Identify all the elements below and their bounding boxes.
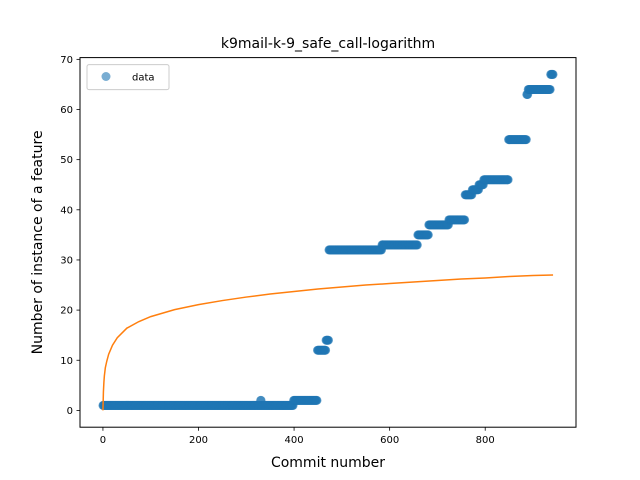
legend-marker-data xyxy=(101,72,111,81)
legend-label-data: data xyxy=(132,73,155,84)
axes-frame xyxy=(79,57,577,428)
y-axis-title: Number of instance of a feature xyxy=(30,130,46,354)
data-point xyxy=(312,395,322,405)
legend: data xyxy=(86,64,170,91)
data-point xyxy=(412,240,422,250)
data-point xyxy=(503,175,513,185)
y-tick-label: 20 xyxy=(60,306,73,317)
data-point xyxy=(423,230,433,240)
x-tick-label: 400 xyxy=(285,435,304,446)
y-tick-label: 10 xyxy=(60,356,73,367)
chart-title: k9mail-k-9_safe_call-logarithm xyxy=(221,36,435,52)
y-tick-label: 0 xyxy=(67,406,73,417)
data-series xyxy=(98,69,558,410)
x-tick-label: 200 xyxy=(189,435,208,446)
x-tick-label: 600 xyxy=(380,435,399,446)
legend-frame xyxy=(86,64,170,91)
x-tick-label: 800 xyxy=(476,435,495,446)
x-axis-title: Commit number xyxy=(271,455,385,471)
fit-line xyxy=(102,274,554,411)
y-tick-label: 40 xyxy=(60,205,73,216)
data-point xyxy=(521,135,531,145)
data-point xyxy=(323,335,333,345)
y-tick-label: 30 xyxy=(60,255,73,266)
data-point xyxy=(545,84,555,94)
y-tick-label: 50 xyxy=(60,155,73,166)
y-tick-label: 60 xyxy=(60,105,73,116)
data-point xyxy=(460,215,470,225)
x-axis: 0 200 400 600 800 xyxy=(100,427,495,446)
y-tick-label: 70 xyxy=(60,55,73,66)
data-point xyxy=(548,69,558,79)
plot-area xyxy=(98,69,558,411)
x-tick-label: 0 xyxy=(100,435,106,446)
data-point xyxy=(321,345,331,355)
y-axis: 0 10 20 30 40 50 60 70 xyxy=(60,55,80,417)
